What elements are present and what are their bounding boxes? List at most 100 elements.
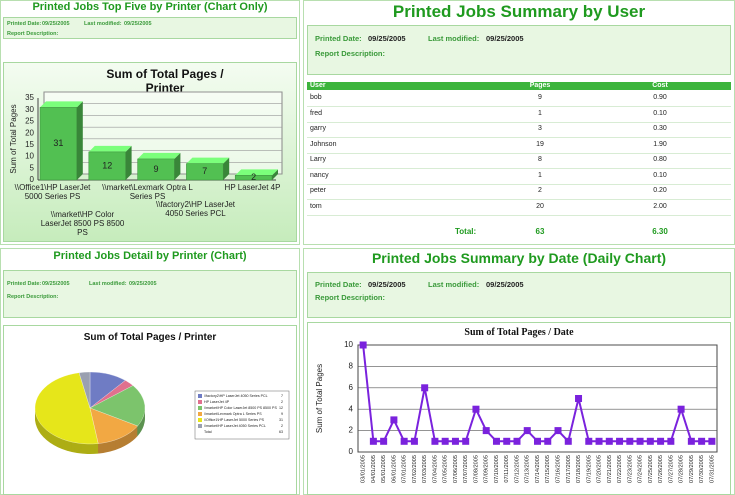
legend-value: 2 xyxy=(281,400,283,404)
marker xyxy=(431,437,439,445)
date: 09/25/2005 xyxy=(486,34,524,43)
y-tick-label: 15 xyxy=(25,140,34,149)
row-rule xyxy=(307,214,731,216)
marker xyxy=(708,437,716,445)
table-header-bar xyxy=(307,82,731,90)
y-tick-label: 10 xyxy=(344,340,353,349)
x-tick-label: 07/15/2005 xyxy=(545,455,551,483)
x-tick-label: 07/29/2005 xyxy=(689,455,695,483)
y-tick-label: 35 xyxy=(25,93,34,102)
legend-label: \\Office1\HP LaserJet 5000 Series PS xyxy=(204,418,265,422)
table-cell: 0.30 xyxy=(653,125,667,132)
y-tick-label: 2 xyxy=(349,426,354,435)
x-tick-label: 07/17/2005 xyxy=(566,455,572,483)
legend-value: 12 xyxy=(279,406,283,410)
legend-value: 2 xyxy=(281,424,283,428)
value-label: 12 xyxy=(102,160,112,170)
date: 09/25/2005 xyxy=(486,280,524,289)
x-tick-label: 07/26/2005 xyxy=(658,455,664,483)
x-tick-label: 07/02/2005 xyxy=(412,455,418,483)
y-tick-label: 5 xyxy=(30,163,35,172)
meta-box: Printed Date: 09/25/2005 Last modified: … xyxy=(3,270,297,318)
date: 09/25/2005 xyxy=(42,21,70,27)
bar xyxy=(88,151,126,181)
y-tick-label: 10 xyxy=(25,152,34,161)
bar xyxy=(39,107,78,181)
bar xyxy=(186,163,224,181)
marker xyxy=(657,437,665,445)
y-tick-label: 8 xyxy=(349,362,354,371)
x-tick-label: 07/10/2005 xyxy=(494,455,500,483)
marker xyxy=(359,341,367,349)
table-cell: 0.80 xyxy=(653,156,667,163)
x-tick-label: 03/01/2005 xyxy=(361,455,367,483)
marker xyxy=(605,437,613,445)
marker xyxy=(554,427,562,435)
marker xyxy=(534,437,541,445)
date: 09/25/2005 xyxy=(368,280,406,289)
y-tick-label: 20 xyxy=(25,128,34,137)
table-cell: 1 xyxy=(538,109,542,117)
x-tick-label: 07/22/2005 xyxy=(617,455,623,483)
table-header: Pages xyxy=(529,82,551,89)
bar xyxy=(234,175,273,181)
table-cell: 9 xyxy=(538,94,542,101)
y-axis-title: Sum of Total Pages xyxy=(9,104,18,173)
label: Last modified: xyxy=(428,280,480,289)
value-label: 7 xyxy=(202,166,207,176)
marker xyxy=(687,437,695,445)
bar-side xyxy=(272,169,278,180)
row-rule xyxy=(307,152,731,154)
legend-label: \\market\Lexmark Optra L Series PS xyxy=(204,412,262,416)
marker xyxy=(646,437,654,445)
legend-label: \\market\HP Color LaserJet 8500 PS 8500 … xyxy=(204,406,277,410)
x-tick-label: 07/30/2005 xyxy=(699,455,705,483)
table-cell: 8 xyxy=(538,156,542,163)
marker xyxy=(410,437,418,445)
x-tick-label: 07/07/2005 xyxy=(463,455,469,483)
marker xyxy=(369,437,377,445)
table-cell: 2 xyxy=(538,187,542,194)
y-tick-label: 30 xyxy=(25,105,34,114)
x-tick-label: 07/20/2005 xyxy=(597,455,603,483)
label: Report Description: xyxy=(315,49,386,58)
plot-area xyxy=(357,344,718,453)
marker xyxy=(492,437,500,445)
table-cell: tom xyxy=(310,202,322,210)
marker xyxy=(503,437,511,445)
bar-side xyxy=(125,145,132,180)
panel-title: Printed Jobs Summary by Date (Daily Char… xyxy=(371,250,667,266)
x-tick-label: 07/13/2005 xyxy=(525,455,531,483)
marker xyxy=(482,427,490,435)
bar-top xyxy=(40,101,83,108)
y-tick-label: 4 xyxy=(349,404,354,413)
x-tick-label: 07/08/2005 xyxy=(473,455,479,483)
table-cell: 0.10 xyxy=(653,171,667,179)
marker xyxy=(626,437,634,445)
label: Last modified: xyxy=(428,34,480,43)
table-cell: peter xyxy=(310,187,326,194)
label: Report Description: xyxy=(7,31,59,37)
label: Printed Date: xyxy=(7,21,42,27)
label: Printed Date: xyxy=(315,280,362,289)
row-rule xyxy=(307,168,731,169)
y-tick-label: 25 xyxy=(25,117,34,126)
x-tick-label: 07/24/2005 xyxy=(638,455,644,483)
x-tick-label: 07/23/2005 xyxy=(627,455,633,483)
x-tick-label: 07/21/2005 xyxy=(607,455,613,483)
legend-swatch xyxy=(198,400,202,404)
legend-swatch xyxy=(198,418,202,422)
table-cell: 1 xyxy=(538,171,542,179)
x-tick-label: 07/04/2005 xyxy=(432,455,438,483)
marker xyxy=(698,437,706,445)
y-tick-label: 0 xyxy=(349,447,354,456)
bar xyxy=(137,158,175,181)
x-tick-label: \\factory2\HP LaserJet 4050 Series PCL xyxy=(156,200,235,218)
x-tick-label: 05/01/2005 xyxy=(381,455,387,483)
marker xyxy=(595,437,603,445)
total-pages: 63 xyxy=(535,227,545,236)
x-tick-label: 07/31/2005 xyxy=(709,455,715,483)
chart-title: Sum of Total Pages / Printer xyxy=(83,332,217,343)
marker xyxy=(677,405,685,413)
value-label: 2 xyxy=(251,172,256,182)
